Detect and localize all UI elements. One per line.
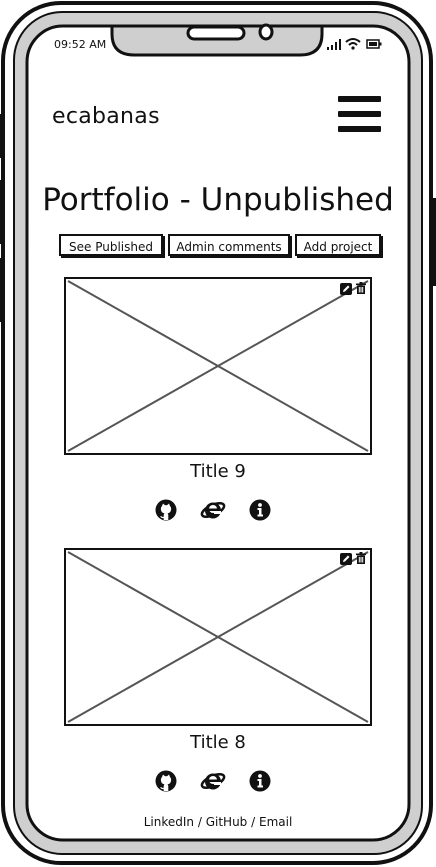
github-icon[interactable] — [155, 770, 177, 792]
see-published-button[interactable]: See Published — [59, 234, 163, 256]
wifi-icon — [345, 38, 361, 50]
linkedin-link[interactable]: LinkedIn — [143, 815, 194, 829]
signal-icon — [327, 39, 341, 50]
project-image-placeholder[interactable] — [64, 548, 372, 726]
info-icon[interactable] — [249, 770, 271, 792]
project-title: Title 9 — [190, 461, 246, 482]
email-link[interactable]: Email — [259, 815, 293, 829]
github-link[interactable]: GitHub — [205, 815, 248, 829]
status-time: 09:52 AM — [54, 38, 107, 51]
project-title: Title 8 — [190, 732, 246, 753]
edit-icon[interactable] — [340, 283, 352, 295]
internet-explorer-icon[interactable] — [200, 768, 226, 794]
battery-icon — [366, 39, 382, 49]
trash-icon[interactable] — [355, 282, 367, 294]
brand-logo[interactable]: ecabanas — [52, 104, 160, 129]
hamburger-menu-icon[interactable] — [338, 96, 382, 134]
page-title: Portfolio - Unpublished — [42, 182, 394, 218]
trash-icon[interactable] — [355, 552, 367, 564]
internet-explorer-icon[interactable] — [200, 497, 226, 523]
admin-comments-button[interactable]: Admin comments — [168, 234, 290, 256]
edit-icon[interactable] — [340, 553, 352, 565]
github-icon[interactable] — [155, 499, 177, 521]
footer-separator: / — [197, 815, 202, 829]
footer-links: LinkedIn / GitHub / Email — [0, 815, 436, 829]
info-icon[interactable] — [249, 499, 271, 521]
add-project-button[interactable]: Add project — [295, 234, 381, 256]
footer-separator: / — [251, 815, 256, 829]
project-image-placeholder[interactable] — [64, 277, 372, 455]
